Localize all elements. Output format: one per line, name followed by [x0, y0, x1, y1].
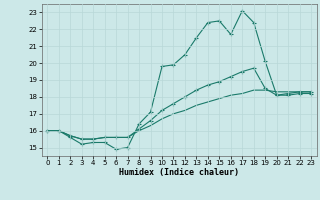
X-axis label: Humidex (Indice chaleur): Humidex (Indice chaleur) — [119, 168, 239, 177]
